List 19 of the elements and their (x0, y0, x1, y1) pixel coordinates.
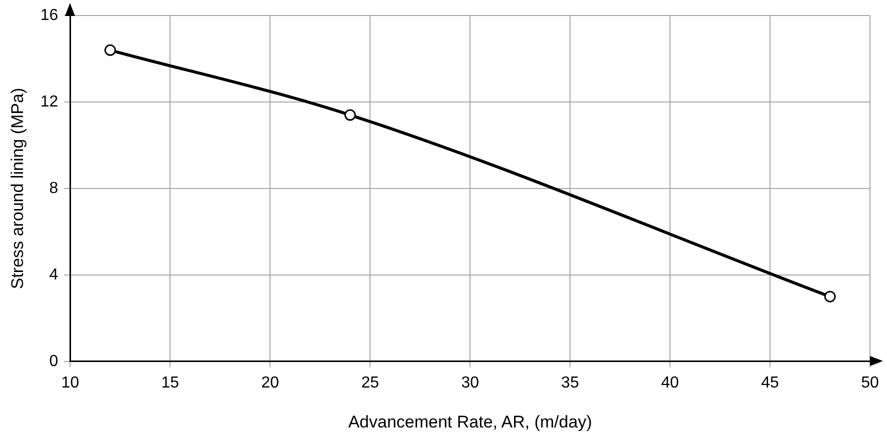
y-tick-label: 0 (49, 352, 58, 370)
y-tick-label: 4 (49, 266, 58, 284)
y-tick-label: 8 (49, 180, 58, 197)
x-tick-label: 10 (61, 374, 80, 392)
point (824, 290, 836, 302)
x-tick-label: 20 (261, 374, 280, 392)
x-tick-label: 40 (661, 374, 680, 392)
y-axis-title: Stress around lining (MPa) (8, 88, 27, 290)
y-tick-label: 12 (40, 93, 58, 110)
x-axis-title: Advancement Rate, AR, (m/day) (348, 412, 592, 432)
y-tick-label: 16 (40, 7, 58, 24)
x-tick-label: 25 (361, 374, 380, 392)
x-tick-label: 50 (861, 374, 879, 392)
x-tick-label: 15 (161, 374, 180, 392)
x-tick-label: 30 (461, 374, 480, 392)
point (104, 44, 116, 56)
x-tick-label: 45 (761, 374, 780, 392)
point (344, 109, 356, 121)
x-tick-label: 35 (561, 374, 580, 392)
